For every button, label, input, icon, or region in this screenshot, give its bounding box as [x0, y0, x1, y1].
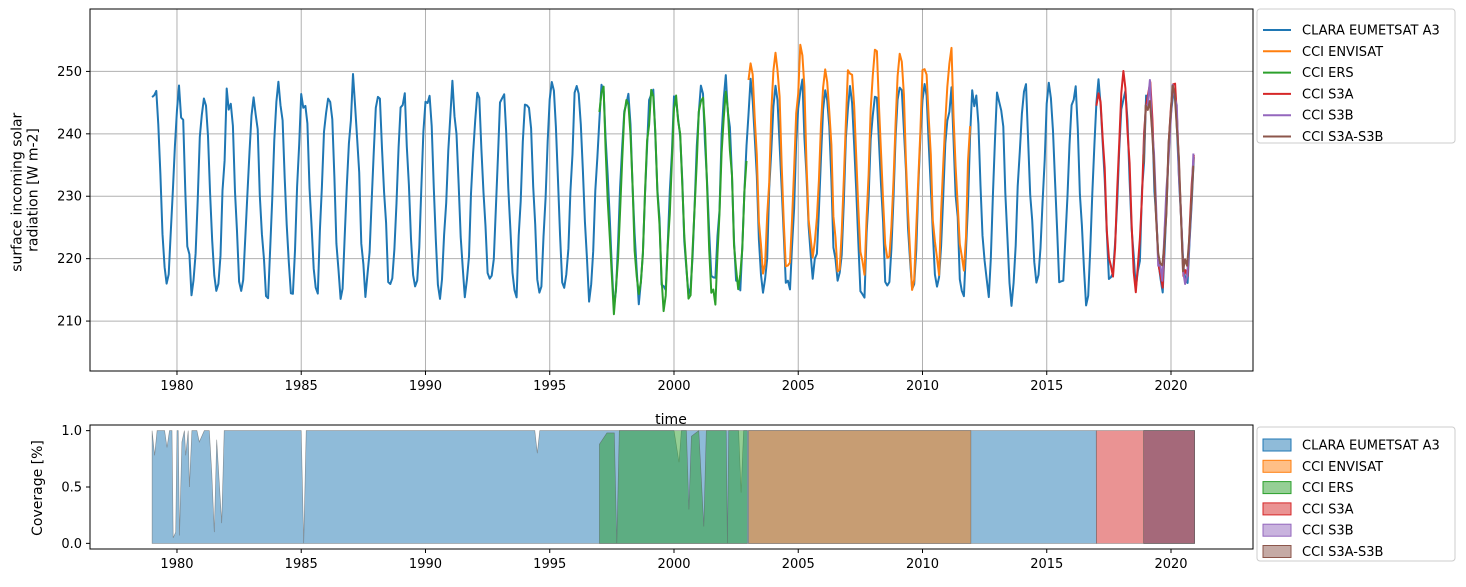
- series-line-0: [151, 73, 1195, 309]
- bottom-x-tick-label: 1995: [533, 557, 566, 572]
- bottom-legend-swatch: [1262, 438, 1292, 452]
- bottom-y-ticks: 0.0 0.5 1.0: [61, 424, 90, 552]
- bottom-x-tick-label: 2015: [1030, 557, 1063, 572]
- bottom-legend-label: CCI S3B: [1302, 524, 1354, 539]
- bottom-legend-swatch: [1262, 459, 1292, 473]
- bottom-x-tick-label: 2000: [657, 557, 690, 572]
- bottom-y-tick-label: 1.0: [61, 424, 82, 439]
- bottom-legend-swatch: [1262, 523, 1292, 537]
- top-y-axis-label-line-1: surface incoming solar: [10, 112, 26, 271]
- top-legend-label: CCI S3A: [1302, 87, 1354, 102]
- top-x-ticks: 1980 1985 1990 1995 2000 2005 2010 2015 2020: [160, 371, 1188, 394]
- top-legend-frame: [1256, 8, 1456, 144]
- bottom-legend-swatch: [1262, 545, 1292, 558]
- bottom-y-tick-label: 0.5: [61, 481, 82, 496]
- coverage-area-5: [1143, 430, 1195, 544]
- top-y-axis-label: surface incoming solar radiation [W m-2]: [10, 108, 42, 272]
- bottom-x-tick-label: 2020: [1154, 557, 1187, 572]
- top-legend-label: CCI S3B: [1302, 109, 1354, 124]
- bottom-x-tick-label: 2005: [782, 557, 815, 572]
- bottom-legend-swatch: [1262, 502, 1292, 516]
- top-x-tick-label: 2015: [1030, 379, 1063, 394]
- top-legend-label: CCI ERS: [1302, 66, 1354, 81]
- bottom-x-tick-label: 1990: [409, 557, 442, 572]
- bottom-legend-frame: [1256, 426, 1456, 562]
- top-y-ticks: 210 220 230 240 250: [57, 65, 90, 330]
- bottom-x-tick-label: 2010: [906, 557, 939, 572]
- top-y-tick-label: 210: [57, 315, 82, 330]
- top-x-tick-label: 2000: [657, 379, 690, 394]
- top-x-tick-label: 2005: [782, 379, 815, 394]
- top-x-tick-label: 1980: [160, 379, 193, 394]
- bottom-chart: 1980 1985 1990 1995 2000 2005 2010 2015 2020 0.0…: [30, 424, 1456, 572]
- top-y-axis-label-line-2: radiation [W m-2]: [26, 128, 42, 252]
- top-y-tick-label: 240: [57, 127, 82, 142]
- top-legend-label: CLARA EUMETSAT A3: [1302, 24, 1440, 39]
- top-x-tick-label: 2010: [906, 379, 939, 394]
- bottom-legend-label: CCI S3A: [1302, 502, 1354, 517]
- top-plot-frame: [89, 8, 1254, 372]
- top-x-tick-label: 1990: [409, 379, 442, 394]
- bottom-coverage-areas: [151, 430, 1195, 544]
- bottom-legend-swatch: [1262, 481, 1292, 495]
- bottom-x-ticks: 1980 1985 1990 1995 2000 2005 2010 2015 2020: [160, 549, 1188, 572]
- bottom-x-tick-label: 1980: [160, 557, 193, 572]
- bottom-legend-label: CCI ENVISAT: [1302, 460, 1383, 475]
- series-line-1: [747, 43, 972, 291]
- top-y-tick-label: 250: [57, 65, 82, 80]
- bottom-x-tick-label: 1985: [285, 557, 318, 572]
- top-series-lines: [151, 43, 1195, 316]
- bottom-legend-label: CCI S3A-S3B: [1302, 545, 1383, 560]
- top-x-axis-label: time: [655, 412, 687, 428]
- series-line-2: [598, 85, 748, 316]
- top-y-tick-label: 220: [57, 252, 82, 267]
- top-x-tick-label: 1995: [533, 379, 566, 394]
- bottom-y-axis-label: Coverage [%]: [30, 440, 46, 536]
- bottom-legend-label: CLARA EUMETSAT A3: [1302, 439, 1440, 454]
- top-legend-label: CCI S3A-S3B: [1302, 130, 1383, 145]
- top-grid: [90, 9, 1253, 371]
- top-y-tick-label: 230: [57, 190, 82, 205]
- coverage-area-2: [599, 430, 748, 544]
- top-x-tick-label: 2020: [1154, 379, 1187, 394]
- top-chart: 1980 1985 1990 1995 2000 2005 2010 2015 2020 210…: [10, 8, 1456, 428]
- bottom-legend-label: CCI ERS: [1302, 481, 1354, 496]
- bottom-y-tick-label: 0.0: [61, 537, 82, 552]
- series-line-5: [1142, 84, 1195, 273]
- coverage-area-1: [748, 430, 972, 544]
- top-legend-label: CCI ENVISAT: [1302, 45, 1383, 60]
- bottom-legend: CLARA EUMETSAT A3 CCI ENVISAT CCI ERS CCI S…: [1256, 426, 1456, 562]
- top-x-tick-label: 1985: [285, 379, 318, 394]
- top-legend: CLARA EUMETSAT A3 CCI ENVISAT CCI ERS CCI S…: [1256, 8, 1456, 145]
